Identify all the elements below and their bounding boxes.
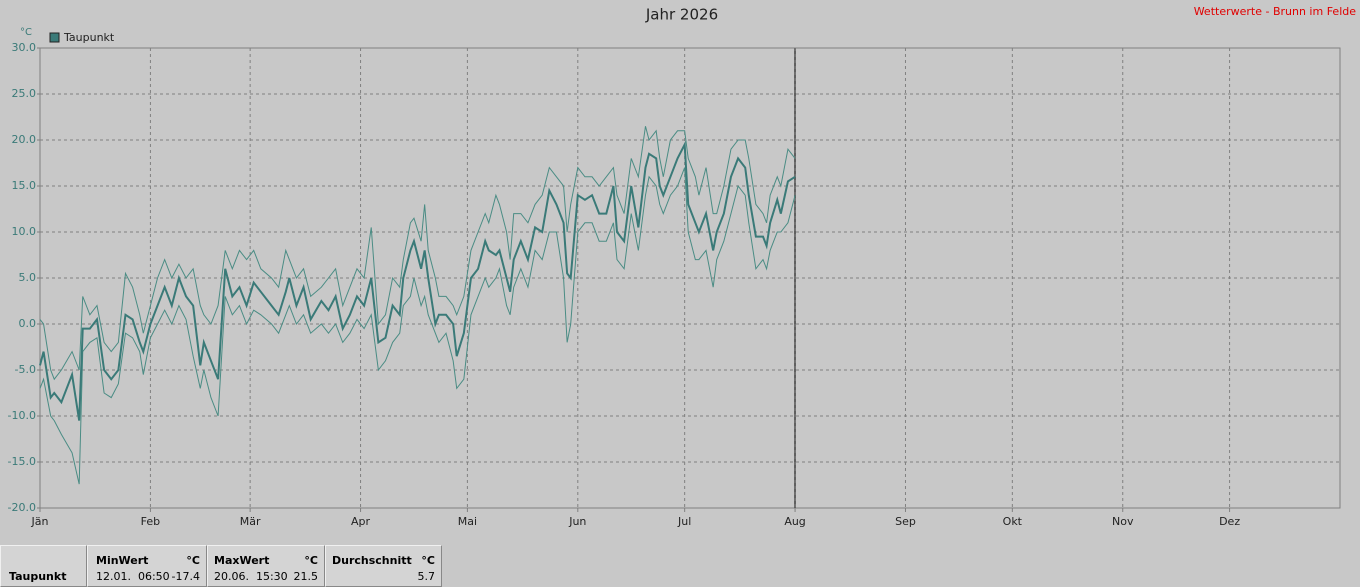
stats-header: MinWert xyxy=(96,554,149,567)
stats-value: 21.5 xyxy=(293,570,319,583)
stats-row-label-cell: Taupunkt xyxy=(0,545,87,587)
x-tick-label: Jul xyxy=(677,515,691,528)
line xyxy=(39,140,796,421)
y-tick-label: -15.0 xyxy=(8,455,36,468)
y-tick-label: 25.0 xyxy=(12,87,37,100)
line xyxy=(39,126,796,381)
x-tick-label: Feb xyxy=(141,515,160,528)
legend-label: Taupunkt xyxy=(63,31,115,44)
x-tick-label: Dez xyxy=(1219,515,1240,528)
y-tick-label: 30.0 xyxy=(12,41,37,54)
x-tick-label: Sep xyxy=(895,515,916,528)
stats-time: 12.01. 06:50 xyxy=(96,570,170,583)
x-tick-label: Mär xyxy=(240,515,261,528)
y-tick-label: -20.0 xyxy=(8,501,36,514)
stats-cell: Durchschnitt °C 5.7 xyxy=(325,545,442,587)
x-tick-label: Apr xyxy=(351,515,371,528)
x-tick-label: Aug xyxy=(784,515,805,528)
chart-title: Jahr 2026 xyxy=(645,6,718,24)
stats-unit: °C xyxy=(421,554,435,567)
y-tick-label: -5.0 xyxy=(15,363,36,376)
stats-row-label: Taupunkt xyxy=(9,570,67,583)
stats-cell: MaxWert °C 20.06. 15:30 21.5 xyxy=(207,545,325,587)
stats-cell: MinWert °C 12.01. 06:50 -17.4 xyxy=(87,545,207,587)
x-tick-label: Mai xyxy=(458,515,477,528)
stats-time: 20.06. 15:30 xyxy=(214,570,288,583)
stats-value: 5.7 xyxy=(417,570,436,583)
y-tick-label: 10.0 xyxy=(12,225,37,238)
y-tick-label: 5.0 xyxy=(19,271,37,284)
legend-swatch xyxy=(49,32,60,43)
line xyxy=(39,167,796,485)
y-unit: °C xyxy=(20,27,32,38)
stats-unit: °C xyxy=(186,554,200,567)
source: Wetterwerte - Brunn im Felde xyxy=(1194,5,1357,18)
stats-value: -17.4 xyxy=(171,570,200,583)
stats-header: Durchschnitt xyxy=(332,554,412,567)
stats-unit: °C xyxy=(304,554,318,567)
y-tick-label: 0.0 xyxy=(19,317,37,330)
y-tick-label: 15.0 xyxy=(12,179,37,192)
stats-table: Taupunkt MinWert °C 12.01. 06:50 -17.4 M… xyxy=(0,545,442,587)
y-tick-label: 20.0 xyxy=(12,133,37,146)
x-tick-label: Nov xyxy=(1112,515,1134,528)
x-tick-label: Okt xyxy=(1003,515,1023,528)
chart: Jahr 2026 Wetterwerte - Brunn im Felde °… xyxy=(8,5,1357,528)
x-tick-label: Jän xyxy=(31,515,49,528)
stats-header: MaxWert xyxy=(214,554,270,567)
x-tick-label: Jun xyxy=(568,515,586,528)
y-tick-label: -10.0 xyxy=(8,409,36,422)
